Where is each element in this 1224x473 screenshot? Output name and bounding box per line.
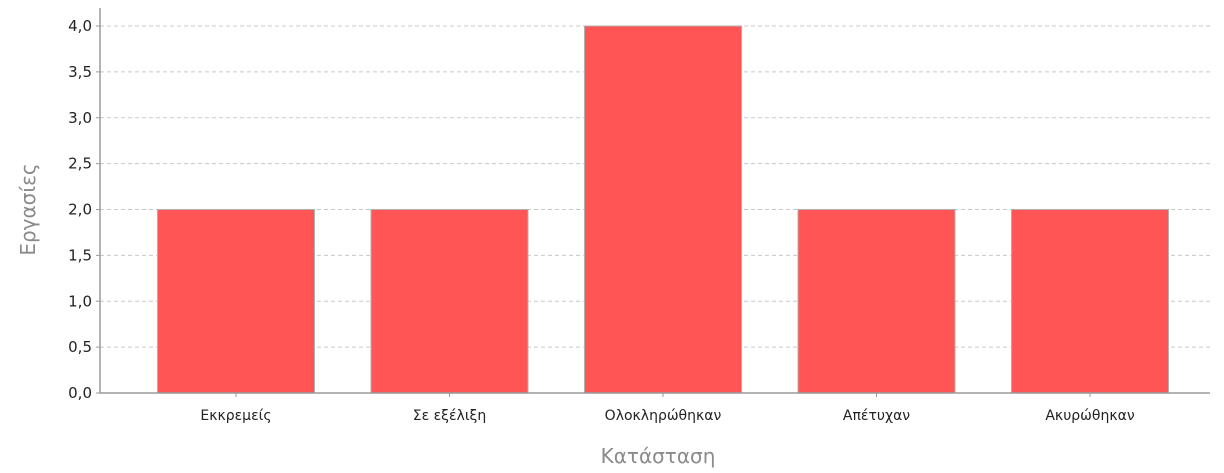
y-tick-labels: 0,0 0,5 1,0 1,5 2,0 2,5 3,0 3,5 4,0 [68, 17, 100, 402]
bar [797, 209, 956, 394]
bar [157, 209, 315, 394]
y-tick-label: 2,0 [68, 201, 92, 219]
y-tick-label: 0,5 [68, 338, 92, 356]
bar [584, 25, 742, 394]
bars [157, 25, 1169, 394]
x-tick-label: Ακυρώθηκαν [1045, 408, 1134, 424]
y-tick-label: 3,0 [68, 109, 92, 127]
y-tick-label: 1,0 [68, 292, 92, 310]
y-tick-label: 2,5 [68, 155, 92, 173]
x-tick-label: Σε εξέλιξη [413, 408, 487, 424]
x-axis-title: Κατάσταση [601, 444, 716, 468]
x-tick-label: Εκκρεμείς [200, 408, 271, 424]
y-tick-label: 4,0 [68, 17, 92, 35]
y-tick-label: 3,5 [68, 63, 92, 81]
y-tick-label: 0,0 [68, 384, 92, 402]
x-tick-label: Ολοκληρώθηκαν [605, 408, 722, 424]
x-tick-label: Απέτυχαν [843, 408, 910, 424]
bar [1011, 209, 1169, 394]
x-tick-labels: Εκκρεμείς Σε εξέλιξη Ολοκληρώθηκαν Απέτυχαν… [200, 393, 1135, 424]
bar [370, 209, 529, 394]
y-axis-title: Εργασίες [16, 163, 40, 255]
y-tick-label: 1,5 [68, 246, 92, 264]
